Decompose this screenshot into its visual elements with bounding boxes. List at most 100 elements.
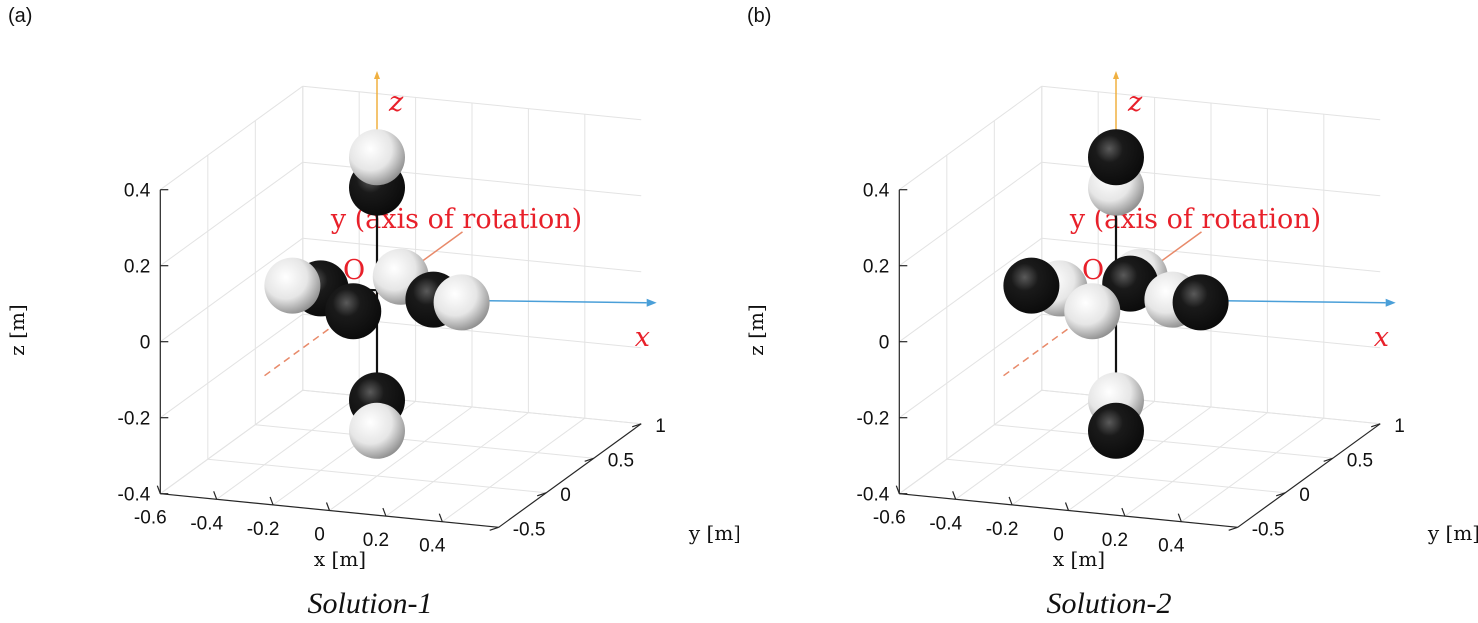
x-tick [1064, 502, 1070, 511]
grid-line [899, 161, 1043, 267]
y-tick-label: 1 [655, 416, 666, 437]
grid-line [160, 237, 304, 343]
grid-line [216, 395, 360, 500]
sphere-light-0 [349, 129, 405, 186]
z-tick-label: 0 [140, 333, 151, 354]
sphere-dark-5 [1172, 274, 1229, 331]
grid-line [1181, 417, 1325, 523]
x-tick [1008, 496, 1013, 506]
sphere-dark-7 [325, 283, 382, 340]
grid-line [329, 406, 473, 511]
x-tick [952, 491, 957, 500]
axes-frame [156, 189, 642, 531]
grid-line [160, 161, 304, 267]
y-tick-label: -0.5 [513, 519, 546, 540]
z-tick-label: 0.2 [124, 257, 150, 278]
z-axis-annotation: z [1127, 87, 1143, 118]
x-axis-label: x [m] [1053, 547, 1105, 571]
grid-line [160, 313, 304, 419]
grid-line [442, 417, 586, 523]
grid-line [994, 424, 1333, 459]
sphere-dark-10 [1088, 402, 1144, 459]
z-tick-label: 0.2 [863, 257, 889, 278]
panel-label: (b) [747, 5, 771, 27]
sphere-dark-2 [1003, 257, 1060, 314]
panel-label: (a) [8, 5, 32, 27]
z-axis-label: z [m] [744, 304, 768, 355]
x-tick [895, 485, 900, 494]
y-tick [1276, 492, 1286, 497]
x-tick [382, 507, 387, 517]
sphere-light-9 [349, 402, 405, 459]
plot-solution-1: -0.4-0.200.20.4-0.6 -0.4 -0.2 0 0.2 0.4-0.500… [5, 5, 739, 620]
z-axis-label: z [m] [5, 304, 29, 355]
y-tick-label: 1 [1394, 416, 1405, 437]
y-tick-label: 0 [1299, 485, 1310, 506]
x-tick-label: -0.6 [134, 508, 167, 529]
y-tick [489, 526, 499, 531]
y-tick-label: -0.5 [1252, 519, 1285, 540]
sphere-light-2 [264, 257, 321, 314]
grid-line [160, 85, 304, 191]
z-tick-label: -0.2 [857, 409, 890, 430]
z-axis-annotation: z [388, 87, 404, 118]
origin-annotation: O [343, 255, 365, 286]
x-tick [269, 496, 274, 506]
grid-line [946, 458, 1286, 494]
grid-line [1124, 412, 1268, 517]
y-tick [1371, 423, 1381, 428]
y-axis-label: y [m] [688, 521, 739, 545]
body-z-arrowhead [374, 71, 380, 79]
x-tick [1121, 507, 1126, 517]
panel-solution-2: -0.4 -0.2 0 0.2 0.4 -0.6 -0.4 -0.2 0 0.2 0.4 -0.5 0 0… [739, 0, 1478, 623]
x-tick-label: 0.4 [419, 536, 446, 557]
y-tick [1228, 526, 1238, 531]
grid-line [899, 389, 1043, 495]
y-axis-line [1237, 423, 1381, 528]
body-z-arrowhead [1113, 71, 1119, 79]
panel-solution-1: -0.4 -0.2 0 0.2 0.4 -0.6 -0.4 -0.2 0 0.2 0.4 -0.5 0 0… [5, 5, 739, 620]
grid-line [899, 313, 1043, 419]
grid-line [899, 85, 1043, 191]
sphere-light-5 [433, 274, 490, 331]
grid-line [255, 424, 594, 459]
grid-line [160, 389, 304, 495]
x-tick-label: -0.4 [929, 513, 962, 534]
y-tick [1323, 457, 1333, 462]
z-tick-label: -0.4 [118, 485, 151, 506]
y-tick-label: 0.5 [1347, 450, 1373, 471]
z-tick-label: -0.2 [118, 409, 151, 430]
origin-annotation: O [1082, 255, 1104, 286]
x-axis-annotation: x [1374, 322, 1389, 353]
x-axis-annotation: x [635, 322, 650, 353]
x-tick-label: 0 [1053, 525, 1064, 546]
y-tick-label: 0 [560, 485, 571, 506]
caption: Solution-2 [1047, 587, 1172, 620]
x-tick-label: -0.2 [986, 519, 1019, 540]
x-tick [213, 491, 218, 500]
grid-line [385, 412, 529, 517]
grid-line [1068, 406, 1212, 511]
y-tick [584, 457, 594, 462]
y-axis-line [498, 423, 642, 528]
x-axis-label: x [m] [314, 547, 366, 571]
x-tick [156, 485, 161, 494]
grid-line [207, 458, 547, 494]
x-tick-label: -0.4 [190, 513, 223, 534]
y-tick [537, 492, 547, 497]
x-tick [438, 513, 443, 522]
x-tick-label: -0.6 [873, 508, 906, 529]
x-tick-label: -0.2 [247, 519, 280, 540]
x-tick [325, 502, 331, 511]
z-tick-label: 0.4 [863, 181, 890, 202]
x-tick-label: 0.2 [1102, 530, 1128, 551]
x-tick-label: 0 [314, 525, 325, 546]
plot-solution-2: -0.4-0.200.20.4-0.6 -0.4 -0.2 0 0.2 0.4-0.500… [744, 5, 1478, 620]
y-axis-label: y [m] [1427, 521, 1478, 545]
caption: Solution-1 [308, 587, 433, 620]
z-tick-label: 0.4 [124, 181, 151, 202]
y-tick [632, 423, 642, 428]
sphere-light-8 [1064, 283, 1121, 340]
sphere-dark-0 [1088, 129, 1144, 186]
x-tick [1177, 513, 1182, 522]
